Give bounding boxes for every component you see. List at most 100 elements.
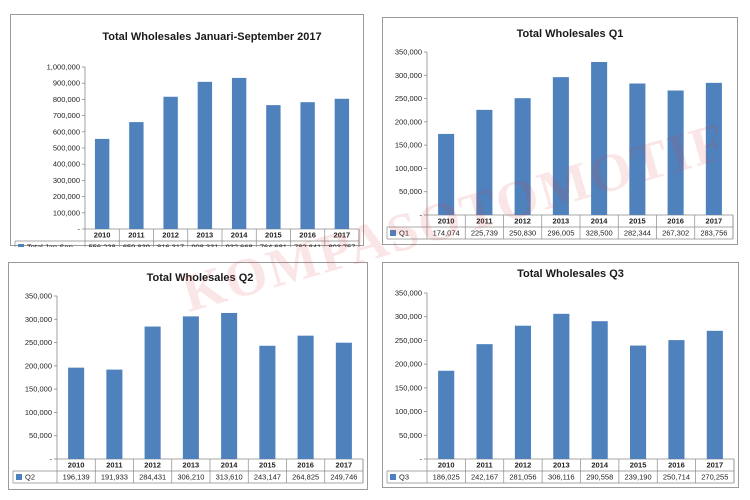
x-category-label: 2010 <box>94 231 111 240</box>
bar-2010 <box>438 133 455 215</box>
y-tick-label: 200,000 <box>395 360 422 369</box>
y-tick-label: 300,000 <box>395 312 422 321</box>
y-tick-label: 150,000 <box>395 141 422 150</box>
x-category-label: 2010 <box>68 461 85 470</box>
x-category-label: 2010 <box>438 461 455 470</box>
legend-key <box>18 244 24 247</box>
data-table-value: 239,190 <box>625 473 652 482</box>
bar-2013 <box>553 313 570 459</box>
x-category-label: 2017 <box>706 217 723 226</box>
bar-2012 <box>163 96 178 229</box>
y-tick-label: 250,000 <box>395 94 422 103</box>
x-category-label: 2014 <box>231 231 249 240</box>
data-table-value: 250,830 <box>509 229 536 238</box>
y-tick-label: 150,000 <box>395 383 422 392</box>
data-table-value: 174,074 <box>433 229 460 238</box>
y-tick-label: - <box>50 455 53 464</box>
data-table-value: 782,841 <box>294 243 321 248</box>
bar-2016 <box>297 335 314 459</box>
x-category-label: 2017 <box>334 231 351 240</box>
bar-2015 <box>259 345 276 459</box>
data-table-value: 250,714 <box>663 473 690 482</box>
bar-2017 <box>334 98 350 229</box>
y-tick-label: 150,000 <box>25 385 52 394</box>
x-category-label: 2015 <box>630 461 647 470</box>
y-tick-label: 100,000 <box>395 407 422 416</box>
chart-title: Total Wholesales Q1 <box>517 28 624 40</box>
data-table-value: 816,317 <box>157 243 184 248</box>
y-tick-label: 200,000 <box>53 192 80 201</box>
y-tick-label: 300,000 <box>25 315 52 324</box>
y-tick-label: 350,000 <box>395 48 422 57</box>
bar-2011 <box>476 109 493 215</box>
data-table-value: 908,331 <box>191 243 218 248</box>
data-table-value: 306,116 <box>548 473 575 482</box>
data-table-value: 556,238 <box>89 243 116 248</box>
data-table-value: 306,210 <box>177 473 204 482</box>
bar-2016 <box>668 340 685 459</box>
bar-2017 <box>335 342 352 459</box>
y-tick-label: - <box>420 455 423 464</box>
y-tick-label: 1,000,000 <box>47 63 80 72</box>
chart-panel-jan-sep: Total Wholesales Januari-September 2017 -… <box>10 14 364 248</box>
data-table-value: 659,839 <box>123 243 150 248</box>
y-tick-label: 600,000 <box>53 127 80 136</box>
bar-2010 <box>68 367 85 459</box>
x-category-label: 2011 <box>476 461 492 470</box>
bar-2015 <box>630 345 647 459</box>
bar-2015 <box>266 105 281 229</box>
y-tick-label: 350,000 <box>25 292 52 301</box>
bar-2014 <box>231 77 247 230</box>
bar-2011 <box>476 344 493 459</box>
data-table-value: 191,933 <box>101 473 128 482</box>
legend-label: Q1 <box>399 229 409 238</box>
bar-chart-q1: Total Wholesales Q1 - 50,000 100,000 150,000… <box>386 28 734 240</box>
legend-label: Total Jan-Sep <box>27 243 73 248</box>
bar-2017 <box>705 82 722 216</box>
y-tick-label: - <box>78 225 81 234</box>
x-category-label: 2012 <box>514 217 531 226</box>
y-tick-label: 100,000 <box>25 408 52 417</box>
bar-2014 <box>591 62 608 216</box>
x-category-label: 2017 <box>336 461 353 470</box>
y-tick-label: 100,000 <box>53 208 80 217</box>
y-tick-label: 250,000 <box>395 336 422 345</box>
x-category-label: 2013 <box>553 461 570 470</box>
bar-2010 <box>438 370 455 459</box>
y-tick-label: - <box>420 211 423 220</box>
x-category-label: 2014 <box>221 461 239 470</box>
x-category-label: 2015 <box>259 461 276 470</box>
y-tick-label: 900,000 <box>53 79 80 88</box>
y-tick-label: 700,000 <box>53 111 80 120</box>
x-category-label: 2013 <box>197 231 214 240</box>
chart-panel-q2: Total Wholesales Q2 - 50,000 100,000 150,000… <box>8 262 368 490</box>
x-category-label: 2012 <box>144 461 161 470</box>
data-table-value: 281,056 <box>509 473 536 482</box>
bar-chart-q2: Total Wholesales Q2 - 50,000 100,000 150,000… <box>12 272 364 484</box>
chart-title: Total Wholesales Januari-September 2017 <box>102 31 321 43</box>
bar-2010 <box>94 138 110 229</box>
data-table-value: 296,005 <box>547 229 574 238</box>
legend-key <box>390 230 396 236</box>
y-tick-label: 200,000 <box>395 117 422 126</box>
data-table-value: 267,302 <box>662 229 689 238</box>
y-tick-label: 350,000 <box>395 289 422 298</box>
y-tick-label: 200,000 <box>25 361 52 370</box>
bar-2012 <box>144 326 161 459</box>
bar-2013 <box>182 316 199 459</box>
data-table-value: 186,025 <box>433 473 460 482</box>
x-category-label: 2011 <box>476 217 492 226</box>
bar-2013 <box>552 77 569 215</box>
chart-panel-q1: Total Wholesales Q1 - 50,000 100,000 150,000… <box>382 17 738 245</box>
chart-title: Total Wholesales Q3 <box>517 268 624 280</box>
bar-chart-q3: Total Wholesales Q3 - 50,000 100,000 150,000… <box>386 268 735 484</box>
x-category-label: 2016 <box>668 461 685 470</box>
bar-2014 <box>591 321 608 459</box>
data-table-value: 270,255 <box>701 473 728 482</box>
data-table-value: 283,756 <box>700 229 727 238</box>
data-table-value: 803,757 <box>328 243 355 248</box>
data-table-value: 282,344 <box>624 229 651 238</box>
chart-panel-q3: Total Wholesales Q3 - 50,000 100,000 150,000… <box>382 262 739 488</box>
x-category-label: 2010 <box>438 217 455 226</box>
x-category-label: 2016 <box>667 217 684 226</box>
